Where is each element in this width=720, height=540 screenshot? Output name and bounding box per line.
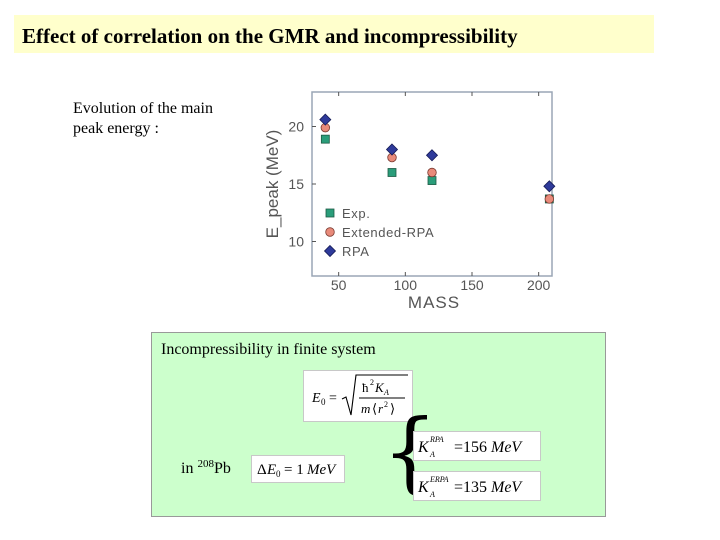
y-tick-label: 15 xyxy=(288,176,304,192)
data-points xyxy=(319,113,556,204)
svg-text:=135: =135 xyxy=(454,479,487,496)
point-diamond xyxy=(319,113,332,126)
legend-marker xyxy=(325,227,335,237)
point-diamond xyxy=(425,149,439,162)
svg-text:MeV: MeV xyxy=(306,462,337,478)
peak-energy-chart: 50 100 150 200 10 15 20 Exp. Extended-RPA RPA M… xyxy=(263,91,556,312)
point-square xyxy=(387,168,397,177)
y-tick-label: 20 xyxy=(288,119,304,135)
legend: Exp. Extended-RPA RPA xyxy=(323,206,434,259)
point-diamond xyxy=(385,143,399,156)
svg-text:ħ: ħ xyxy=(362,380,369,395)
svg-text:MeV: MeV xyxy=(490,479,523,496)
svg-text:A: A xyxy=(383,388,389,397)
x-ticks: 50 100 150 200 xyxy=(331,92,551,293)
legend-marker xyxy=(323,244,337,258)
slide-title: Effect of correlation on the GMR and inc… xyxy=(22,24,518,48)
y-axis-label: E_peak (MeV) xyxy=(263,130,282,239)
box-title: Incompressibility in finite system xyxy=(161,341,376,358)
point-circle xyxy=(427,167,437,178)
x-axis-label: MASS xyxy=(408,293,460,312)
y-ticks: 10 15 20 xyxy=(288,119,316,250)
formula-k-erpa: K ERPA A =135 MeV xyxy=(413,471,541,501)
svg-text:ERPA: ERPA xyxy=(429,475,449,484)
svg-text:=156: =156 xyxy=(454,439,487,456)
legend-marker xyxy=(325,208,335,218)
svg-text:K: K xyxy=(374,380,385,395)
svg-text:=: = xyxy=(329,391,337,406)
lead-208-label: in 208Pb xyxy=(181,458,231,478)
formula-k-erpa-graphic: K ERPA A =135 MeV xyxy=(417,475,523,499)
svg-text:A: A xyxy=(429,450,435,459)
svg-text:K: K xyxy=(417,479,430,496)
formula-delta-e0-graphic: Δ E 0 = 1 MeV xyxy=(257,462,337,479)
formula-e0: E 0 = ħ 2 K A m ⟨ r 2 ⟩ xyxy=(303,370,413,422)
legend-label: Exp. xyxy=(342,206,370,221)
svg-text:E: E xyxy=(311,391,321,406)
svg-text:⟩: ⟩ xyxy=(390,401,395,416)
svg-text:K: K xyxy=(417,439,430,456)
legend-label: Extended-RPA xyxy=(342,225,434,240)
svg-text:2: 2 xyxy=(370,378,374,387)
svg-text:0: 0 xyxy=(321,397,326,407)
formula-e0-graphic: E 0 = ħ 2 K A m ⟨ r 2 ⟩ xyxy=(311,374,408,416)
svg-text:m: m xyxy=(361,401,370,416)
chart-caption: Evolution of the main peak energy : xyxy=(73,100,213,137)
formula-delta-e0: Δ E 0 = 1 MeV xyxy=(251,455,345,483)
in-prefix: in xyxy=(181,460,198,477)
x-tick-label: 200 xyxy=(527,277,551,293)
point-square xyxy=(320,134,330,144)
formula-k-rpa-graphic: K RPA A =156 MeV xyxy=(417,435,523,459)
svg-text:⟨: ⟨ xyxy=(372,401,377,416)
svg-text:Δ: Δ xyxy=(257,462,267,478)
y-tick-label: 10 xyxy=(288,234,304,250)
svg-text:2: 2 xyxy=(384,400,388,409)
svg-text:A: A xyxy=(429,490,435,499)
svg-text:0: 0 xyxy=(276,469,281,479)
x-tick-label: 50 xyxy=(331,277,347,293)
mass-number: 208 xyxy=(197,458,214,470)
svg-text:RPA: RPA xyxy=(429,435,444,444)
svg-text:r: r xyxy=(378,401,384,416)
point-diamond xyxy=(543,180,556,193)
x-tick-label: 100 xyxy=(394,277,418,293)
point-circle xyxy=(544,194,555,204)
svg-text:E: E xyxy=(266,462,276,478)
point-square xyxy=(427,176,437,185)
svg-text:= 1: = 1 xyxy=(284,462,304,478)
element-symbol: Pb xyxy=(213,460,231,477)
legend-label: RPA xyxy=(342,244,370,259)
svg-text:MeV: MeV xyxy=(490,439,523,456)
x-tick-label: 150 xyxy=(460,277,484,293)
formula-k-rpa: K RPA A =156 MeV xyxy=(413,431,541,461)
title-background xyxy=(14,15,654,53)
